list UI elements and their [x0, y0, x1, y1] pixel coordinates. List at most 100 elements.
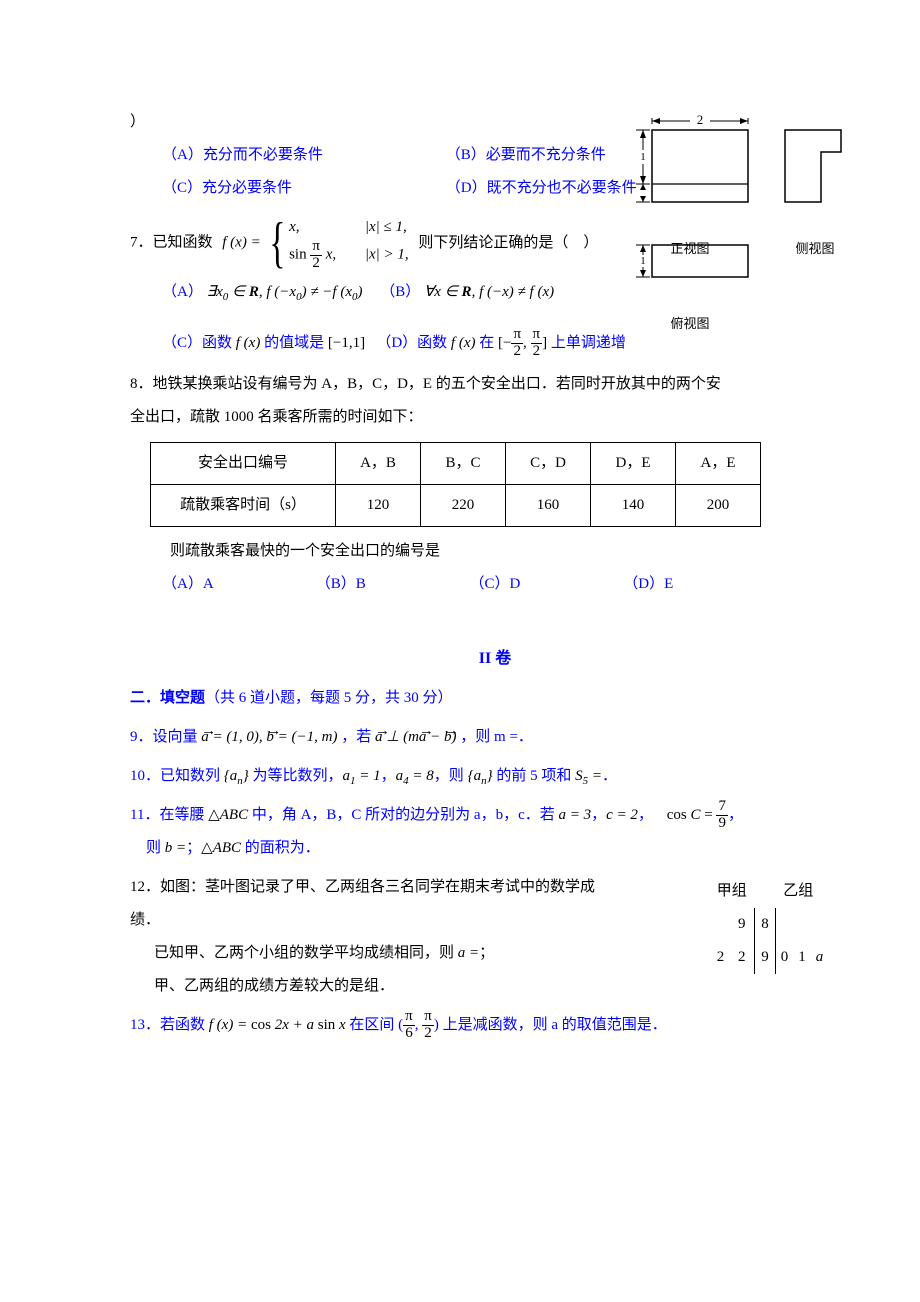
q7-opt-d-fx: f (x) [451, 335, 476, 351]
q11-cos-den: 9 [716, 816, 728, 832]
q9-mid: ，若 [341, 729, 375, 745]
q8-table: 安全出口编号 A，B B，C C，D D，E A，E 疏散乘客时间（s） 120… [150, 442, 761, 527]
q6-options-row1: （A）充分而不必要条件 （B）必要而不充分条件 [130, 139, 860, 172]
q6-opt-d: （D）既不充分也不必要条件 [446, 180, 637, 196]
q11-mid1: 中，角 A，B，C 所对的边分别为 a，b，c．若 [248, 807, 558, 823]
q7-opt-c-mid: 的值域是 [260, 335, 328, 351]
svg-text:1: 1 [640, 255, 646, 267]
q11-pre: 11．在等腰 [130, 807, 208, 823]
q7-fx: f (x) = [222, 235, 260, 251]
q8-r1: 120 [336, 484, 421, 526]
q7-opt-b-label: （B） [380, 284, 420, 300]
q8-th4: D，E [591, 442, 676, 484]
q8-opt-c: （C）D [470, 568, 620, 601]
q6-opt-c: （C）充分必要条件 [162, 172, 442, 205]
q10-mid3: 的前 5 项和 [493, 768, 576, 784]
q8-r3: 160 [506, 484, 591, 526]
q8-th1: A，B [336, 442, 421, 484]
q7-row2-num: π [310, 239, 322, 256]
sl-r1-l1: 2 [733, 941, 755, 974]
q13-mid2: , [415, 1017, 423, 1033]
q13-mid3: ) 上是减函数，则 a 的取值范围是． [434, 1017, 667, 1033]
q7-tail: 则下列结论正确的是（ ） [418, 235, 598, 251]
side-view-caption: 侧视图 [780, 235, 850, 264]
q8-line1: 8．地铁某换乘站设有编号为 A，B，C，D，E 的五个安全出口．若同时开放其中的… [130, 368, 860, 401]
side-view: 侧视图 [780, 110, 850, 263]
sl-r0-l0: 9 [733, 908, 755, 941]
q12-p3: 甲、乙两组的成绩方差较大的是组． [130, 970, 860, 1003]
q10-mid1: 为等比数列， [249, 768, 343, 784]
q7-opt-d-pre: （D）函数 [376, 335, 451, 351]
question-11: 11．在等腰 △ABC 中，角 A，B，C 所对的边分别为 a，b，c．若 a … [130, 799, 860, 832]
q8-r2: 220 [421, 484, 506, 526]
q6-options-row2: （C）充分必要条件 （D）既不充分也不必要条件 [130, 172, 860, 205]
q11-l2-mid: ； [186, 840, 201, 856]
q11-l2-pre: 则 [146, 840, 165, 856]
q8-opt-b: （B）B [316, 568, 466, 601]
stemleaf-head-r: 乙组 [775, 875, 828, 908]
q7-options-row2: （C）函数 f (x) 的值域是 [−1,1] （D）函数 f (x) 在 [−… [130, 327, 860, 360]
question-13: 13．若函数 f (x) = cos 2x + a sin x 在区间 (π6,… [130, 1009, 860, 1042]
q12-p2-pre: 已知甲、乙两个小组的数学平均成绩相同，则 [154, 945, 458, 961]
q8-th2: B，C [421, 442, 506, 484]
q8-r0: 疏散乘客时间（s） [151, 484, 336, 526]
sl-r0-stem: 8 [755, 908, 776, 941]
svg-text:2: 2 [697, 112, 704, 127]
q13-mid1: 在区间 ( [346, 1017, 404, 1033]
q13-fr1-num: π [403, 1009, 415, 1026]
stemleaf-head-l: 甲组 [712, 875, 755, 908]
sl-r1-l0: 2 [712, 941, 733, 974]
q7-row2-rhs: |x| > 1, [365, 247, 409, 263]
svg-text:1: 1 [640, 151, 646, 163]
sl-r1-r0: 0 [775, 941, 793, 974]
q8-opt-d: （D）E [623, 568, 773, 601]
q11-c3: ， [728, 807, 743, 823]
q8-th0: 安全出口编号 [151, 442, 336, 484]
q12-p1: 12．如图：茎叶图记录了甲、乙两组各三名同学在期末考试中的数学成 [130, 879, 595, 895]
top-view-caption: 俯视图 [630, 310, 750, 339]
stem-leaf-plot: 甲组 乙组 9 8 2 2 9 0 1 a [670, 875, 870, 974]
q7-opt-a-label: （A） [162, 284, 203, 300]
q13-fr2-den: 2 [422, 1026, 434, 1042]
q7-d-fr-den2: 2 [531, 344, 543, 360]
q7-row1-rhs: |x| ≤ 1, [365, 219, 407, 235]
q13-fr1-den: 6 [403, 1026, 415, 1042]
q7-row1-lhs: x, [289, 215, 361, 239]
q7-opt-c-pre: （C）函数 [162, 335, 236, 351]
q9-pre: 9．设向量 [130, 729, 201, 745]
q6-tail: ） [130, 106, 860, 139]
q7-options-row1: （A） ∃x0 ∈ R, f (−x0) ≠ −f (x0) （B） ∀x ∈ … [130, 276, 860, 309]
q11-cos-num: 7 [716, 799, 728, 816]
sl-r1-r1: 1 [793, 941, 811, 974]
q7-row2-sin: sin [289, 247, 310, 263]
q7-d-fr-num: π [511, 327, 523, 344]
q7-label: 7．已知函数 [130, 235, 213, 251]
q13-pre: 13．若函数 [130, 1017, 209, 1033]
q8-th5: A，E [676, 442, 761, 484]
top-view: 1 俯视图 [630, 235, 750, 338]
question-9: 9．设向量 →a = (1, 0), →b = (−1, m) ，若 →a ⊥ … [130, 721, 860, 754]
q11-l2-post: 的面积为． [241, 840, 320, 856]
q7-opt-d-post: 上单调递增 [547, 335, 626, 351]
q10-pre: 10．已知数列 [130, 768, 224, 784]
section2-subtitle: 二．填空题（共 6 道小题，每题 5 分，共 30 分） [130, 682, 860, 715]
question-11-line2: 则 b =；△ABC 的面积为． [130, 832, 860, 865]
q7-row2-x: x, [322, 247, 336, 263]
q7-d-fr-num2: π [531, 327, 543, 344]
q8-options: （A）A （B）B （C）D （D）E [130, 568, 860, 601]
q6-opt-a: （A）充分而不必要条件 [162, 139, 442, 172]
q7-opt-d-mid: 在 [475, 335, 498, 351]
q6-opt-b: （B）必要而不充分条件 [446, 147, 606, 163]
q11-c2: ， [638, 807, 653, 823]
q8-th3: C，D [506, 442, 591, 484]
question-12: 12．如图：茎叶图记录了甲、乙两组各三名同学在期末考试中的数学成 绩． 已知甲、… [130, 871, 860, 1003]
q7-opt-c-rng: [−1,1] [328, 335, 365, 351]
q12-p2-post: ； [479, 945, 494, 961]
question-10: 10．已知数列 {an} 为等比数列，a1 = 1，a4 = 8，则 {an} … [130, 760, 860, 793]
q11-c1: ， [591, 807, 606, 823]
q8-line3: 则疏散乘客最快的一个安全出口的编号是 [130, 535, 860, 568]
q7-d-fr-den: 2 [511, 344, 523, 360]
q8-line2: 全出口，疏散 1000 名乘客所需的时间如下： [130, 401, 860, 434]
q10-mid2: ，则 [434, 768, 468, 784]
q8-r5: 200 [676, 484, 761, 526]
